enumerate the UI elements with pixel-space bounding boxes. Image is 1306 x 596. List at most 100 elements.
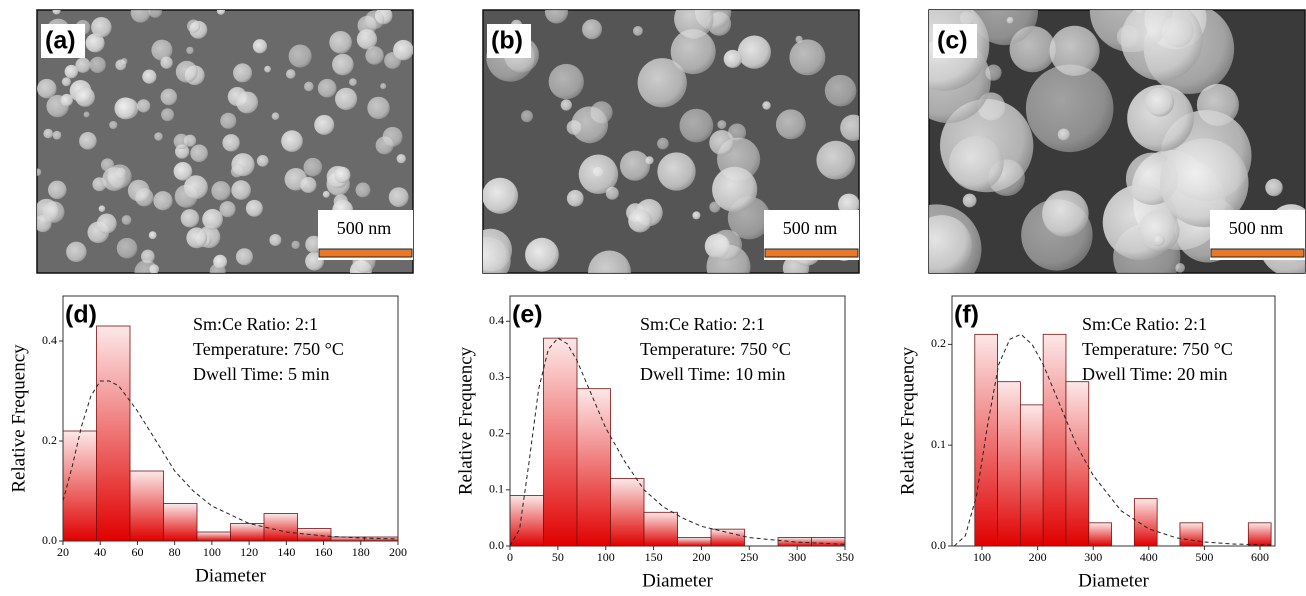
x-tick-label: 100 [203, 545, 221, 559]
particle [186, 227, 208, 249]
particle [329, 31, 352, 54]
particle [332, 53, 354, 76]
x-tick-label: 300 [1084, 550, 1102, 564]
x-tick-label: 60 [131, 545, 143, 559]
bar [63, 430, 97, 541]
particle [219, 201, 236, 218]
annotation: Dwell Time: 10 min [640, 364, 786, 384]
y-tick-label: 0.0 [931, 538, 946, 552]
particle [645, 156, 654, 165]
particle [220, 112, 237, 129]
particle [365, 46, 384, 65]
annotation: Dwell Time: 20 min [1082, 364, 1228, 384]
bar [1019, 404, 1044, 546]
particle [173, 162, 193, 181]
annotation: Temperature: 750 °C [1082, 339, 1233, 359]
particle [91, 16, 112, 38]
bar [1247, 522, 1272, 546]
particle [657, 152, 696, 191]
particle [187, 19, 201, 33]
particle [190, 144, 208, 163]
particle [334, 166, 351, 184]
x-axis-label: Diameter [195, 565, 266, 586]
scale-bar-label: 500 nm [1229, 218, 1284, 238]
x-tick-label: 400 [1140, 550, 1158, 564]
label-box [933, 24, 977, 58]
x-tick-label: 350 [836, 550, 854, 564]
bars [510, 337, 845, 546]
particle [355, 182, 371, 198]
particle [1120, 10, 1203, 81]
particle [222, 134, 240, 152]
particle [588, 250, 631, 273]
fit-curve [953, 333, 1272, 546]
particle [692, 211, 701, 220]
panel-label: (b) [491, 27, 523, 55]
bars [63, 325, 398, 541]
particle [186, 46, 194, 55]
annotation: Temperature: 750 °C [193, 339, 344, 359]
bar [643, 511, 678, 546]
particle [1057, 128, 1070, 141]
particle [679, 108, 714, 143]
particle [380, 83, 387, 90]
particle [582, 19, 603, 40]
bar [710, 528, 745, 546]
sem-image: (a) 500 nm [36, 9, 414, 274]
particle [628, 209, 652, 233]
particle [525, 237, 559, 272]
particle [116, 237, 138, 259]
y-tick-label: 0.0 [489, 538, 504, 552]
particle [985, 64, 1002, 81]
bar [1065, 381, 1090, 546]
particle [37, 168, 42, 176]
particle [281, 130, 303, 152]
particle [728, 123, 747, 142]
bar [510, 495, 544, 546]
sem-image: (c) 500 nm [928, 9, 1306, 274]
x-tick-label: 20 [57, 545, 69, 559]
y-tick-label: 0.3 [489, 369, 504, 383]
bar [263, 513, 298, 541]
particle [285, 69, 296, 79]
particle [109, 120, 118, 130]
particle [288, 44, 312, 68]
particle [252, 39, 268, 54]
particle [89, 56, 106, 74]
particle [173, 133, 189, 150]
x-tick-label: 140 [277, 545, 295, 559]
particle [120, 58, 128, 65]
particle [154, 132, 163, 141]
particle [578, 154, 619, 194]
particle [42, 201, 65, 223]
particle [737, 35, 771, 69]
particle [709, 130, 735, 156]
y-axis-label: Relative Frequency [897, 346, 918, 495]
bar [1042, 333, 1067, 546]
annotation: Temperature: 750 °C [640, 339, 791, 359]
particle [314, 114, 335, 135]
particle [60, 93, 74, 107]
plot-frame [62, 295, 399, 542]
x-tick-label: 600 [1251, 550, 1269, 564]
plot-frame [951, 295, 1276, 547]
particle [388, 187, 409, 208]
particle [670, 29, 716, 75]
y-tick-label: 0.4 [42, 333, 57, 347]
particle [85, 33, 105, 53]
x-tick-label: 80 [169, 545, 181, 559]
bar [96, 325, 131, 541]
particle [962, 193, 977, 208]
particle [102, 167, 127, 192]
particle [211, 181, 231, 201]
x-tick-label: 160 [315, 545, 333, 559]
x-tick-label: 100 [597, 550, 615, 564]
particle [300, 176, 317, 194]
x-tick-label: 100 [973, 550, 991, 564]
particle [762, 101, 771, 110]
histogram-chart: 100 200 300 400 500 600 0.0 0.1 0.2 Diameter Relat… [897, 295, 1276, 591]
particle [571, 106, 609, 144]
particle [141, 249, 155, 264]
particle [121, 215, 132, 225]
